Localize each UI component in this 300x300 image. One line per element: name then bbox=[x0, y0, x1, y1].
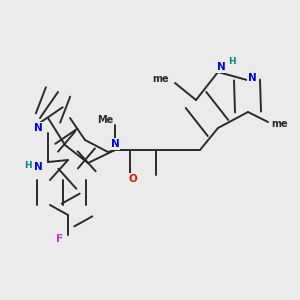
Text: me: me bbox=[153, 74, 169, 84]
Text: O: O bbox=[129, 174, 137, 184]
Text: N: N bbox=[34, 162, 42, 172]
Text: N: N bbox=[34, 123, 42, 133]
Text: me: me bbox=[272, 119, 288, 129]
Text: N: N bbox=[111, 139, 119, 149]
Text: F: F bbox=[56, 234, 64, 244]
Text: N: N bbox=[248, 73, 256, 83]
Text: Me: Me bbox=[97, 115, 113, 125]
Text: H: H bbox=[24, 160, 32, 169]
Text: N: N bbox=[217, 62, 225, 72]
Text: H: H bbox=[228, 58, 236, 67]
